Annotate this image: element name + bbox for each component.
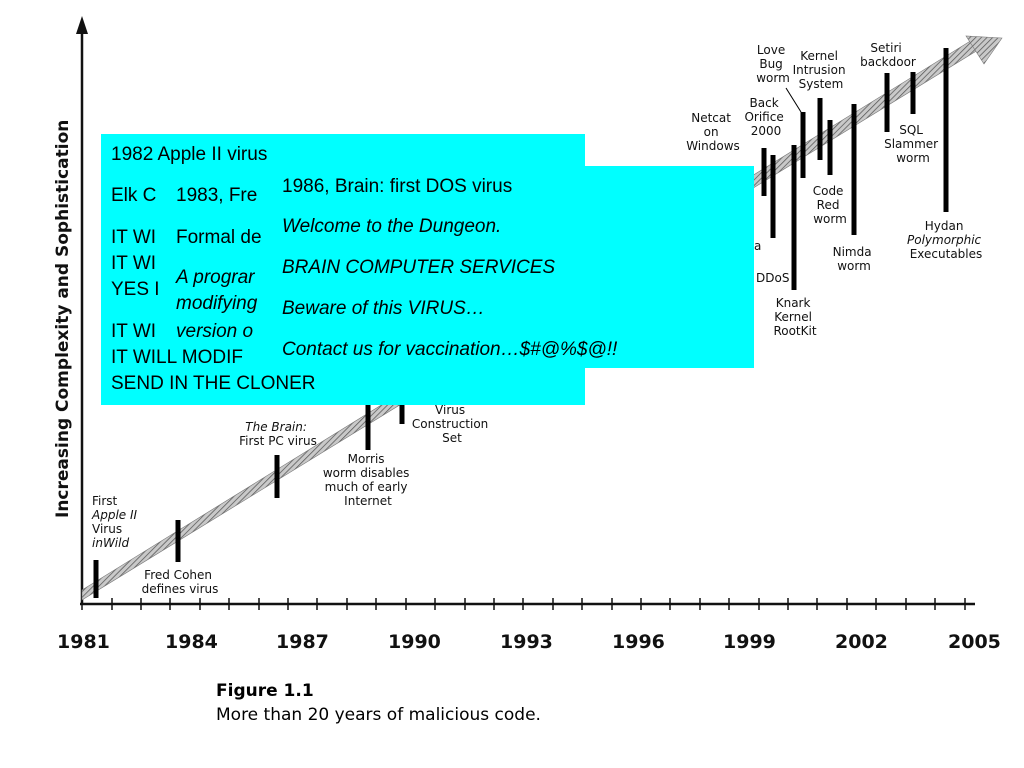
tick-2002: 2002 (835, 631, 888, 653)
cohen-box-formal: Formal de (176, 227, 262, 248)
event-bars (93, 48, 949, 598)
apple-box-line-it2: IT WI (111, 253, 157, 274)
tick-2005: 2005 (948, 631, 1001, 653)
event-nimda: Nimda worm (833, 245, 876, 273)
event-first-apple: First Apple II Virus inWild (91, 494, 141, 550)
cohen-box-title: 1983, Fre (176, 185, 258, 206)
trend-arrow-head (965, 35, 1003, 65)
brain-box-title: 1986, Brain: first DOS virus (282, 176, 513, 197)
cohen-box-prog3: version o (176, 321, 254, 342)
event-brain: The Brain: First PC virus (239, 420, 317, 448)
apple-box-line-elk: Elk C (111, 185, 157, 206)
event-sql-slammer: SQL Slammer worm (884, 123, 942, 165)
brain-box-line-3: Beware of this VIRUS… (282, 298, 485, 319)
cohen-box-prog1: A prograr (176, 267, 255, 288)
figure-caption-text: More than 20 years of malicious code. (216, 705, 541, 725)
apple-box-title: 1982 Apple II virus (111, 144, 268, 165)
apple-box-line-yes: YES I (111, 279, 160, 300)
apple-box-line-cloner: SEND IN THE CLONER (111, 373, 316, 394)
event-ddos: DDoS (756, 271, 789, 285)
x-axis-minor-ticks (81, 598, 966, 610)
tick-1981: 1981 (57, 631, 110, 653)
event-love-bug: Love Bug worm (756, 43, 790, 85)
love-bug-leader (785, 87, 802, 113)
brain-virus-box: 1986, Brain: first DOS virus Welcome to … (272, 166, 754, 368)
tick-1993: 1993 (500, 631, 553, 653)
event-hydan: Hydan Polymorphic Executables (907, 219, 985, 261)
apple-box-line-it1: IT WI (111, 227, 157, 248)
event-code-red: Code Red worm (813, 184, 848, 226)
brain-box-line-1: Welcome to the Dungeon. (282, 216, 502, 237)
tick-1987: 1987 (276, 631, 329, 653)
event-knark: Knark Kernel RootKit (773, 296, 816, 338)
cohen-box-prog2: modifying (176, 293, 258, 314)
apple-box-line-it3: IT WI (111, 321, 157, 342)
event-back-orifice: Back Orifice 2000 (744, 96, 787, 138)
brain-box-line-2: BRAIN COMPUTER SERVICES (282, 257, 556, 278)
y-axis-label: Increasing Complexity and Sophistication (53, 120, 73, 518)
event-netcat: Netcat on Windows (686, 111, 740, 153)
event-morris: Morris worm disables much of early Inter… (323, 452, 413, 508)
tick-1999: 1999 (723, 631, 776, 653)
tick-1990: 1990 (388, 631, 441, 653)
tick-1996: 1996 (612, 631, 665, 653)
event-fred-cohen: Fred Cohen defines virus (142, 568, 219, 596)
apple-box-line-modify: IT WILL MODIF (111, 347, 243, 368)
event-vcs: Virus Construction Set (412, 403, 492, 445)
event-partial-a: a (754, 239, 761, 253)
y-axis-arrow (76, 16, 88, 34)
event-setiri: Setiri backdoor (860, 41, 916, 69)
figure-caption-title: Figure 1.1 (216, 681, 314, 701)
event-kernel-ids: Kernel Intrusion System (793, 49, 850, 91)
tick-1984: 1984 (165, 631, 218, 653)
brain-box-line-4: Contact us for vaccination…$#@%$@!! (282, 339, 618, 360)
